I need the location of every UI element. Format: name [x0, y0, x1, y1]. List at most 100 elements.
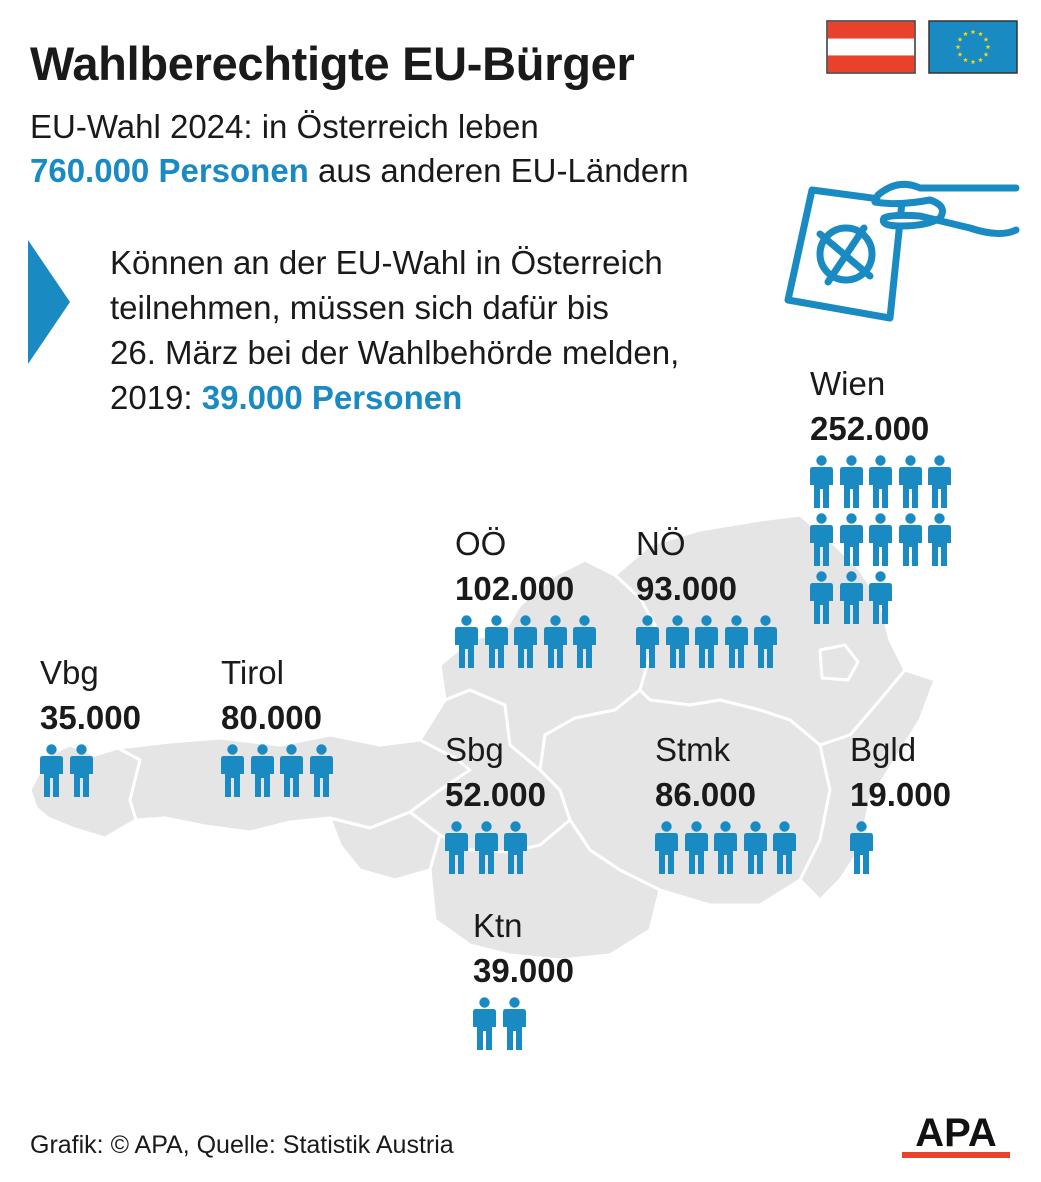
person-icon — [221, 744, 251, 802]
person-icon — [743, 821, 774, 879]
note-line-4: 2019: 39.000 Personen — [110, 375, 679, 420]
region-wien: Wien 252.000 — [810, 366, 970, 629]
region-ktn: Ktn 39.000 — [473, 908, 633, 1055]
person-icon — [928, 513, 958, 571]
footer-credit: Grafik: © APA, Quelle: Statistik Austria — [30, 1131, 454, 1159]
person-icon — [69, 744, 100, 802]
map-shape — [28, 513, 937, 962]
subtitle-line-2: 760.000 Personen aus anderen EU-Ländern — [30, 152, 689, 190]
people-icons — [655, 821, 815, 879]
region-value: 102.000 — [455, 570, 575, 607]
subtitle-rest: aus anderen EU-Ländern — [308, 152, 689, 189]
region-value: 86.000 — [655, 776, 756, 813]
person-icon — [839, 513, 870, 571]
region-stmk: Stmk 86.000 — [655, 732, 815, 879]
people-icons — [473, 997, 633, 1055]
region-value: 93.000 — [636, 570, 737, 607]
region-noe: NÖ 93.000 — [636, 526, 796, 673]
arrow-icon — [28, 240, 70, 364]
person-icon — [773, 821, 803, 879]
eu-star-icon — [957, 36, 963, 42]
region-vbg: Vbg 35.000 — [40, 655, 200, 802]
person-icon — [869, 513, 899, 571]
region-value: 19.000 — [850, 776, 951, 813]
people-icons — [221, 744, 381, 802]
person-icon — [543, 615, 574, 673]
person-icon — [573, 615, 603, 673]
person-icon — [484, 615, 515, 673]
person-icon — [445, 821, 475, 879]
subtitle-highlight: 760.000 Personen — [30, 152, 309, 189]
person-icon — [636, 615, 666, 673]
subtitle-line-1: EU-Wahl 2024: in Österreich leben — [30, 108, 539, 145]
person-icon — [898, 455, 929, 513]
person-icon — [724, 615, 755, 673]
eu-star-icon — [955, 44, 961, 50]
person-icon — [839, 455, 870, 513]
person-icon — [869, 571, 899, 629]
austria-flag-icon — [826, 20, 916, 74]
person-icon — [455, 615, 485, 673]
person-icon — [655, 821, 685, 879]
person-icon — [473, 997, 503, 1055]
eu-star-icon — [985, 44, 991, 50]
eu-star-icon — [957, 51, 963, 57]
people-icons — [455, 615, 615, 673]
region-value: 80.000 — [221, 699, 322, 736]
note-line-1: Können an der EU-Wahl in Österreich — [110, 244, 663, 281]
people-icons — [850, 821, 1010, 879]
eu-star-icon — [963, 57, 968, 63]
apa-logo-text: APA — [915, 1111, 996, 1155]
flags — [826, 20, 1018, 74]
people-icons — [636, 615, 796, 673]
ballot-hand-icon — [784, 180, 1020, 322]
region-name: Tirol — [221, 654, 284, 691]
person-icon — [665, 615, 696, 673]
person-icon — [810, 455, 840, 513]
person-icon — [898, 513, 929, 571]
person-icon — [850, 821, 880, 879]
eu-star-icon — [970, 59, 976, 65]
person-icon — [839, 571, 870, 629]
region-sbg: Sbg 52.000 — [445, 732, 605, 879]
apa-logo-icon: APA — [902, 1111, 1010, 1158]
person-icon — [714, 821, 744, 879]
person-icon — [869, 455, 899, 513]
person-icon — [40, 744, 70, 802]
region-ooe: OÖ 102.000 — [455, 526, 615, 673]
people-icons — [810, 455, 970, 629]
note-prefix: 2019: — [110, 379, 202, 416]
eu-flag-icon — [928, 20, 1018, 74]
person-icon — [474, 821, 505, 879]
region-name: NÖ — [636, 525, 686, 562]
eu-star-icon — [983, 51, 989, 57]
person-icon — [280, 744, 310, 802]
person-icon — [309, 744, 340, 802]
people-icons — [445, 821, 605, 879]
note-line-2: teilnehmen, müssen sich dafür bis — [110, 289, 609, 326]
person-icon — [695, 615, 725, 673]
region-bgld: Bgld 19.000 — [850, 732, 1010, 879]
note-highlight: 39.000 Personen — [201, 379, 463, 416]
region-value: 35.000 — [40, 699, 141, 736]
people-icons — [40, 744, 200, 802]
region-name: Bgld — [850, 731, 917, 768]
region-name: Sbg — [445, 731, 504, 768]
eu-star-icon — [983, 36, 989, 42]
eu-star-icon — [970, 29, 976, 35]
eu-star-icon — [978, 31, 983, 37]
person-icon — [504, 821, 534, 879]
person-icon — [810, 513, 840, 571]
region-tirol: Tirol 80.000 — [221, 655, 381, 802]
info-note: Können an der EU-Wahl in Österreich teil… — [110, 240, 679, 420]
region-value: 52.000 — [445, 776, 546, 813]
region-name: Stmk — [655, 731, 731, 768]
region-value: 252.000 — [810, 410, 930, 447]
map-region-wien — [818, 643, 860, 682]
eu-star-icon — [978, 57, 983, 63]
note-line-3: 26. März bei der Wahlbehörde melden, — [110, 334, 680, 371]
person-icon — [810, 571, 840, 629]
person-icon — [250, 744, 281, 802]
region-name: Vbg — [40, 654, 99, 691]
